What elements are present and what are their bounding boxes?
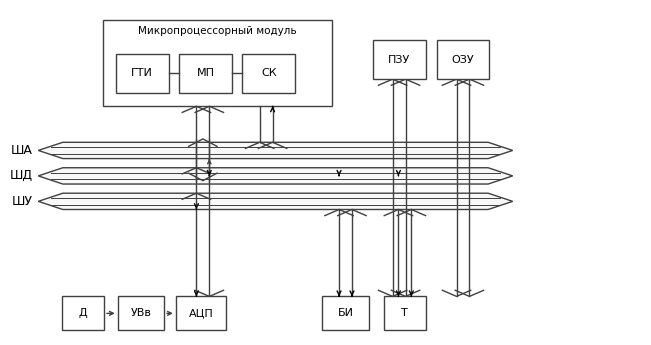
Bar: [62, 296, 104, 331]
Bar: [242, 54, 295, 93]
Bar: [372, 40, 426, 79]
Text: ГТИ: ГТИ: [132, 68, 153, 78]
Bar: [116, 54, 169, 93]
Bar: [179, 54, 232, 93]
Bar: [383, 296, 426, 331]
Text: АЦП: АЦП: [189, 308, 214, 318]
Bar: [118, 296, 164, 331]
Bar: [176, 296, 226, 331]
Text: Д: Д: [79, 308, 87, 318]
Text: БИ: БИ: [337, 308, 353, 318]
Text: МП: МП: [197, 68, 214, 78]
Text: ШУ: ШУ: [12, 195, 33, 208]
Text: Микропроцессорный модуль: Микропроцессорный модуль: [138, 26, 297, 36]
Text: ША: ША: [11, 144, 33, 157]
Text: ОЗУ: ОЗУ: [452, 55, 475, 65]
Text: ШД: ШД: [10, 169, 33, 183]
Polygon shape: [38, 142, 513, 159]
Polygon shape: [38, 168, 513, 184]
Bar: [437, 40, 490, 79]
Text: ПЗУ: ПЗУ: [388, 55, 410, 65]
Text: УВв: УВв: [130, 308, 151, 318]
Bar: [103, 20, 332, 106]
Text: СК: СК: [261, 68, 277, 78]
Polygon shape: [38, 193, 513, 209]
Text: Т: Т: [401, 308, 408, 318]
Bar: [322, 296, 368, 331]
